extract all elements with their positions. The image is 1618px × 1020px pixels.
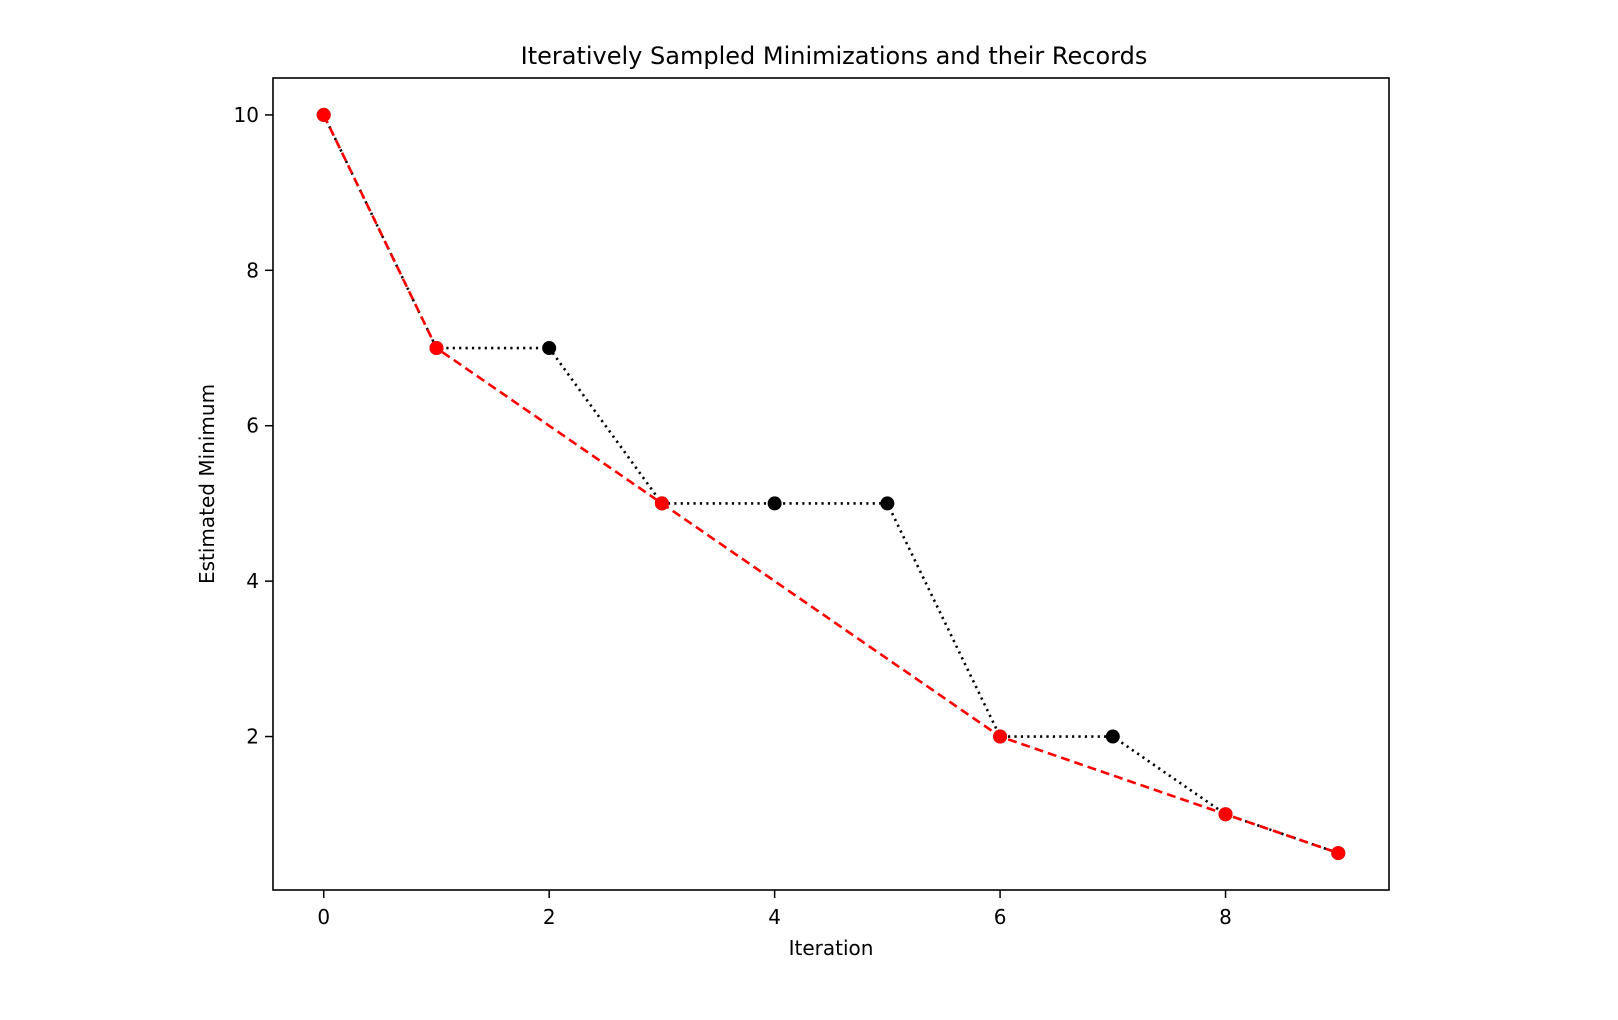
y-tick-label: 10	[234, 103, 259, 127]
x-tick-label: 4	[768, 905, 781, 929]
series-0-point	[542, 341, 557, 356]
x-tick-label: 8	[1219, 905, 1232, 929]
series-1	[316, 107, 1346, 861]
series-1-point	[316, 107, 331, 122]
series-1-point	[1218, 807, 1233, 822]
series-1-point	[1331, 846, 1346, 861]
series-1-point	[993, 729, 1008, 744]
plot-area	[316, 107, 1346, 861]
x-tick-label: 6	[994, 905, 1007, 929]
x-tick-label: 2	[543, 905, 556, 929]
series-0-point	[767, 496, 782, 511]
series-0-point	[880, 496, 895, 511]
series-0	[316, 107, 1346, 861]
y-tick-label: 2	[246, 725, 259, 749]
chart-title: Iteratively Sampled Minimizations and th…	[521, 42, 1148, 70]
series-1-point	[654, 496, 669, 511]
x-axis-label: Iteration	[789, 936, 874, 960]
axes-frame	[272, 77, 1390, 891]
y-tick-label: 4	[246, 569, 259, 593]
y-axis-ticks: 2 4 6 8 10	[234, 103, 273, 749]
series-1-line	[322, 114, 1339, 855]
y-tick-label: 8	[246, 258, 259, 282]
x-tick-label: 0	[317, 905, 330, 929]
series-0-point	[1105, 729, 1120, 744]
series-1-point	[429, 341, 444, 356]
y-axis-label: Estimated Minimum	[195, 384, 219, 584]
y-tick-label: 6	[246, 414, 259, 438]
x-axis-ticks: 0 2 4 6 8	[317, 890, 1232, 929]
series-0-line	[322, 114, 1339, 855]
